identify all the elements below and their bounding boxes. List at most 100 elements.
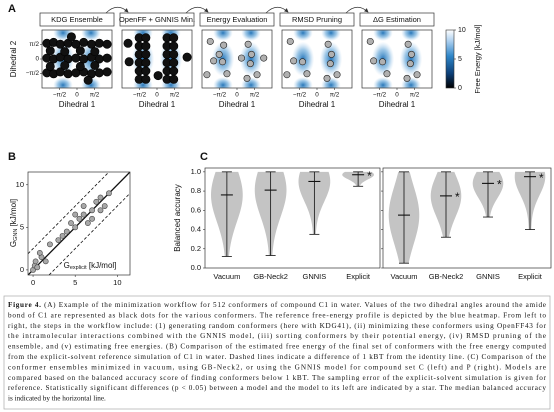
significance-star: * <box>497 178 502 192</box>
caption-line: compared based on the balanced accuracy … <box>8 374 547 382</box>
scatter-point <box>63 228 70 235</box>
colorbar-tick-label: 10 <box>458 27 466 34</box>
conformer-point <box>182 52 192 62</box>
conformer-point <box>102 67 112 77</box>
scatter-area <box>28 172 130 275</box>
conformer-point <box>290 57 298 65</box>
scatter-point <box>106 190 112 197</box>
caption-text: reference. Statistically significant dif… <box>8 384 546 392</box>
conformer-point <box>75 46 85 56</box>
x-tick-label: 0 <box>155 92 159 99</box>
conformer-point <box>237 54 245 62</box>
x-tick-label: GB-Neck2 <box>253 272 288 281</box>
conformer-point <box>71 53 81 63</box>
conformer-point <box>324 40 332 48</box>
conformer-point <box>60 60 70 70</box>
conformer-point <box>407 50 415 58</box>
x-tick-label: 0 <box>75 92 79 99</box>
caption-line: ensemble, and (v) estimating free energi… <box>8 343 546 351</box>
caption-line: bond of C1 are represented as black dots… <box>8 311 546 319</box>
colorbar-tick-label: 0 <box>458 85 462 92</box>
subplot <box>202 30 272 88</box>
y-tick-label: 0.4 <box>191 225 201 234</box>
subplot <box>122 30 192 88</box>
x-tick-label: −π/2 <box>293 92 307 99</box>
axis-label: Gexplicit [kJ/mol] <box>64 261 117 271</box>
heatmap-blob <box>401 30 421 42</box>
caption-text: compared based on the balanced accuracy … <box>8 374 547 382</box>
heatmap-blob <box>319 41 343 77</box>
step-arrow <box>345 6 369 14</box>
caption-text: ensemble, and (v) estimating free energi… <box>8 343 546 351</box>
step-box <box>199 12 275 27</box>
conformer-point <box>141 49 151 59</box>
caption-text: from the explicit-solvent reference simu… <box>8 353 546 361</box>
scatter-point <box>59 232 66 239</box>
conformer-point <box>219 58 227 66</box>
conformer-point <box>283 71 291 79</box>
x-tick-label: 0 <box>31 278 35 287</box>
x-axis-label: Dihedral 1 <box>299 100 336 109</box>
conformer-point <box>45 61 55 71</box>
scatter-point <box>101 203 108 209</box>
heatmap-blob <box>293 30 313 42</box>
scatter-point <box>72 224 79 231</box>
caption-text: bond of C1 are represented as black dots… <box>8 311 546 319</box>
conformer-point <box>141 33 151 43</box>
colorbar <box>445 29 455 89</box>
conformer-point <box>83 75 93 85</box>
conformer-point <box>45 46 55 56</box>
scatter-point <box>42 258 49 265</box>
conformer-point <box>66 32 76 42</box>
label-unit: [kJ/mol] <box>9 199 18 229</box>
scatter-point <box>32 258 39 265</box>
scatter-point <box>55 237 62 243</box>
kbt-line <box>48 192 130 275</box>
label-main: G <box>64 261 70 270</box>
x-tick-label: −π/2 <box>53 92 67 99</box>
y-tick-label: −π/2 <box>26 70 40 77</box>
caption-line: conformer ensembles minimized in vacuum,… <box>8 363 546 371</box>
x-tick-label: π/2 <box>410 92 420 99</box>
heatmap-blob <box>241 30 261 42</box>
conformer-point <box>323 74 331 82</box>
subplot <box>42 30 112 88</box>
label-unit: [kJ/mol] <box>87 261 117 270</box>
conformer-point <box>253 71 261 79</box>
scatter-point <box>34 264 41 271</box>
conformer-point <box>124 57 134 67</box>
step-box <box>39 12 115 27</box>
conformer-point <box>260 54 268 62</box>
conformer-point <box>169 41 179 51</box>
conformer-point <box>333 71 341 79</box>
caption-text: is indicated by the horizontal line. <box>8 395 106 403</box>
y-axis-label: Dihedral 2 <box>9 40 18 77</box>
x-tick-label: Explicit <box>346 272 371 281</box>
caption-line: Figure 4. (A) Example of the minimizatio… <box>8 301 546 309</box>
conformer-point <box>169 33 179 43</box>
panel-label: A <box>8 3 16 15</box>
conformer-point <box>75 61 85 71</box>
conformer-point <box>215 50 223 58</box>
caption-line: reference. Statistically significant dif… <box>8 384 546 392</box>
conformer-point <box>169 58 179 68</box>
caption-text: (A) Example of the minimization workflow… <box>42 301 546 309</box>
conformer-point <box>246 60 254 68</box>
x-tick-label: GNNIS <box>302 272 326 281</box>
scatter-point <box>80 203 87 209</box>
axis-label: GGNN [kJ/mol] <box>9 199 19 247</box>
conformer-point <box>286 37 294 45</box>
scatter-point <box>89 215 95 222</box>
subplot <box>362 30 432 88</box>
y-axis-label: Balanced accuracy <box>173 184 182 252</box>
significance-star: * <box>367 169 372 183</box>
heatmap-blob <box>239 41 263 77</box>
conformer-point <box>206 37 214 45</box>
x-tick-label: π/2 <box>90 92 100 99</box>
scatter-point <box>76 215 83 222</box>
conformer-point <box>247 50 255 58</box>
x-tick-label: −π/2 <box>213 92 227 99</box>
conformer-point <box>370 57 378 65</box>
conformer-point <box>102 53 112 63</box>
